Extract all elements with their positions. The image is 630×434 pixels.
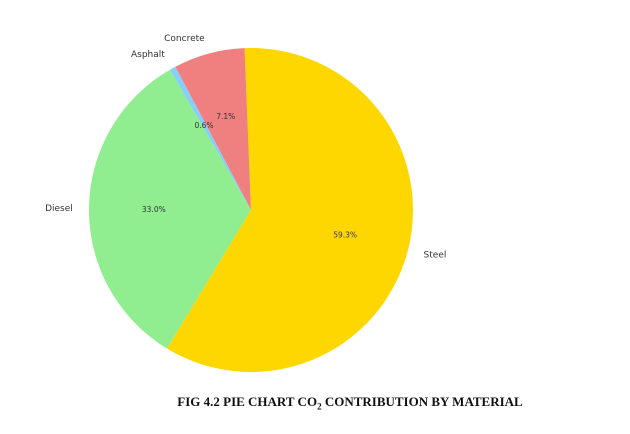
- slice-pct-concrete: 7.1%: [216, 112, 235, 121]
- pie-slice-concrete: [175, 48, 251, 210]
- caption-suffix: CONTRIBUTION BY MATERIAL: [321, 394, 523, 409]
- pie-slice-diesel: [89, 69, 251, 349]
- slice-pct-steel: 59.3%: [333, 230, 357, 239]
- slice-label-asphalt: Asphalt: [131, 50, 165, 60]
- slice-pct-diesel: 33.0%: [142, 205, 166, 214]
- pie-slice-asphalt: [170, 66, 251, 210]
- slice-pct-asphalt: 0.6%: [194, 121, 213, 130]
- figure-caption: FIG 4.2 PIE CHART CO2 CONTRIBUTION BY MA…: [0, 394, 630, 412]
- pie-slices: [89, 47, 414, 372]
- slice-label-concrete: Concrete: [164, 34, 205, 44]
- pie-slice-steel: [167, 47, 414, 372]
- caption-subscript: 2: [317, 401, 322, 412]
- pie-labels: Diesel 33.0% Steel 59.3% Concrete 7.1% Asphalt…: [45, 34, 446, 261]
- slice-label-diesel: Diesel: [45, 204, 73, 214]
- caption-prefix: FIG 4.2 PIE CHART CO: [177, 394, 318, 409]
- slice-label-steel: Steel: [424, 250, 447, 260]
